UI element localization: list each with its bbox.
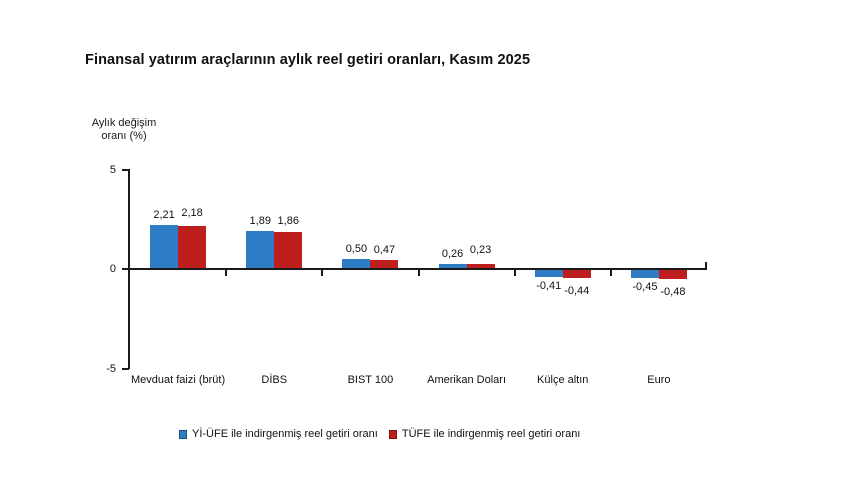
category-label: Mevduat faizi (brüt) — [131, 374, 226, 386]
x-tick — [513, 270, 516, 276]
bar-tufe-4 — [562, 269, 591, 278]
bar-yiufe-1 — [246, 231, 275, 269]
y-axis-title-line2: oranı (%) — [101, 130, 147, 142]
x-tick — [225, 270, 228, 276]
value-label: 0,50 — [345, 243, 368, 256]
value-label: -0,48 — [660, 285, 686, 298]
bar-tufe-3 — [466, 264, 495, 269]
x-tick — [609, 270, 612, 276]
value-label: 1,86 — [277, 214, 299, 227]
category-label: BIST 100 — [347, 374, 394, 386]
legend-item-yiufe: Yİ-ÜFE ile indirgenmiş reel getiri oranı — [179, 428, 378, 441]
category-label: DİBS — [261, 374, 288, 386]
chart-legend: Yİ-ÜFE ile indirgenmiş reel getiri oranı… — [179, 428, 580, 441]
legend-label-yiufe: Yİ-ÜFE ile indirgenmiş reel getiri oranı — [192, 428, 378, 440]
y-tick-label: 5 — [109, 163, 116, 176]
bar-yiufe-5 — [630, 269, 659, 278]
legend-label-tufe: TÜFE ile indirgenmiş reel getiri oranı — [401, 428, 581, 440]
bar-yiufe-3 — [438, 263, 467, 269]
category-label: Amerikan Doları — [427, 374, 506, 386]
x-tick — [417, 270, 420, 276]
y-tick — [122, 168, 129, 171]
value-label: 0,23 — [469, 244, 492, 257]
y-axis-title-line1: Aylık değişim — [91, 117, 157, 129]
y-tick — [122, 367, 129, 370]
bar-yiufe-2 — [342, 259, 371, 269]
chart-title: Finansal yatırım araçlarının aylık reel … — [85, 52, 531, 68]
y-axis-title: Aylık değişim oranı (%) — [82, 117, 166, 143]
bar-yiufe-0 — [150, 225, 179, 269]
tufe-series-swatch-icon — [388, 430, 397, 439]
legend-item-tufe: TÜFE ile indirgenmiş reel getiri oranı — [388, 428, 581, 441]
value-label: 2,21 — [153, 209, 175, 222]
x-tick — [321, 270, 324, 276]
value-label: 0,26 — [441, 247, 464, 260]
value-label: -0,44 — [564, 284, 590, 297]
x-axis-line — [128, 268, 707, 270]
bar-tufe-2 — [370, 259, 399, 269]
category-label: Külçe altın — [537, 374, 589, 386]
value-label: 0,47 — [373, 243, 396, 256]
value-label: 1,89 — [249, 215, 271, 228]
value-label: 2,18 — [181, 206, 203, 219]
yiufe-series-swatch-icon — [179, 430, 187, 439]
bar-tufe-0 — [178, 225, 207, 269]
bar-tufe-1 — [274, 231, 303, 269]
bar-yiufe-4 — [534, 269, 563, 278]
value-label: -0,45 — [632, 280, 658, 293]
value-label: -0,41 — [536, 280, 562, 293]
category-label: Euro — [647, 374, 671, 386]
y-tick-label: 0 — [109, 263, 116, 275]
bar-tufe-5 — [658, 269, 687, 279]
axis-end-tick — [705, 262, 707, 268]
y-tick — [122, 268, 129, 270]
y-tick-label: -5 — [106, 362, 116, 375]
